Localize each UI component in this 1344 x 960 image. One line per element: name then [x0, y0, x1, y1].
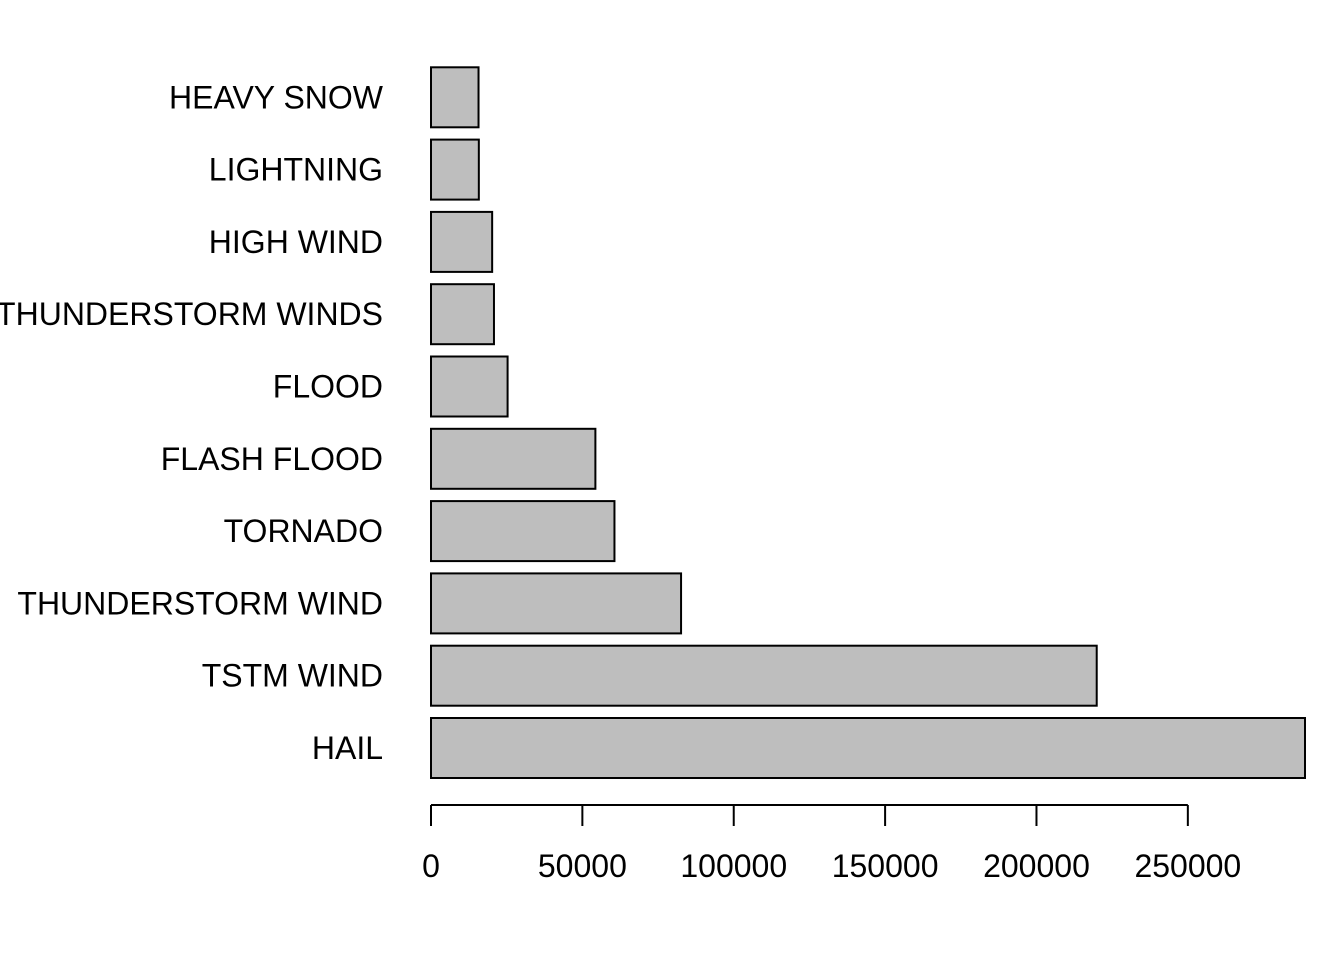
- category-label-flash-flood: FLASH FLOOD: [161, 441, 383, 477]
- category-label-thunderstorm-wind: THUNDERSTORM WIND: [17, 585, 383, 621]
- bar-lightning: [430, 138, 480, 201]
- bar-high-wind: [430, 210, 494, 273]
- category-label-thunderstorm-winds: THUNDERSTORM WINDS: [0, 296, 383, 332]
- x-tick-label: 250000: [1134, 848, 1241, 884]
- bar-heavy-snow: [430, 66, 480, 129]
- category-label-lightning: LIGHTNING: [209, 152, 383, 188]
- bar-hail: [430, 717, 1306, 779]
- x-tick-label: 150000: [832, 848, 939, 884]
- bar-thunderstorm-winds: [430, 283, 495, 346]
- x-tick-label: 200000: [983, 848, 1090, 884]
- bar-thunderstorm-wind: [430, 572, 683, 635]
- bar-flash-flood: [430, 427, 597, 490]
- x-tick-label: 0: [422, 848, 440, 884]
- bar-tstm-wind: [430, 644, 1098, 707]
- x-tick-label: 100000: [680, 848, 787, 884]
- x-tick-label: 50000: [538, 848, 627, 884]
- category-label-flood: FLOOD: [273, 369, 383, 405]
- category-label-heavy-snow: HEAVY SNOW: [169, 79, 384, 115]
- category-label-hail: HAIL: [312, 730, 383, 766]
- category-labels: HAIL TSTM WIND THUNDERSTORM WIND TORNADO FLA…: [0, 79, 384, 766]
- bars: [430, 66, 1306, 779]
- category-label-tornado: TORNADO: [224, 513, 383, 549]
- category-label-high-wind: HIGH WIND: [209, 224, 383, 260]
- bar-flood: [430, 355, 509, 418]
- category-label-tstm-wind: TSTM WIND: [202, 658, 383, 694]
- x-axis: 0 50000 100000 150000 200000 250000: [422, 804, 1241, 884]
- bar-tornado: [430, 500, 616, 563]
